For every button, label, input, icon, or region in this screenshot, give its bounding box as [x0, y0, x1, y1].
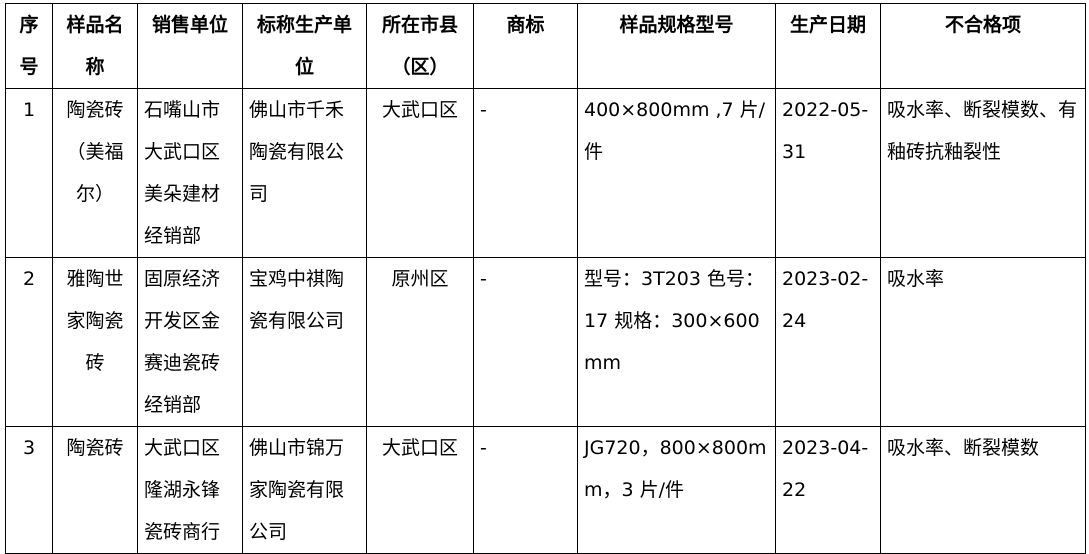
nonconforming-products-table: 序号 样品名称 销售单位 标称生产单位 所在市县（区） 商标 样品规格型号 生产… [5, 3, 1086, 554]
header-sample-name: 样品名称 [52, 3, 138, 89]
header-manufacturer: 标称生产单位 [242, 3, 367, 89]
cell-county: 原州区 [366, 257, 474, 427]
cell-seller: 石嘴山市大武口区美朵建材经销部 [137, 88, 243, 258]
table-row: 3 陶瓷砖 大武口区隆湖永锋瓷砖商行 佛山市锦万家陶瓷有限公司 大武口区 - J… [5, 426, 1086, 554]
cell-manufacturer: 佛山市锦万家陶瓷有限公司 [242, 426, 367, 554]
header-trademark: 商标 [473, 3, 578, 89]
cell-manufacturer: 宝鸡中祺陶瓷有限公司 [242, 257, 367, 427]
cell-trademark: - [473, 88, 578, 258]
cell-failed-items: 吸水率、断裂模数、有釉砖抗釉裂性 [880, 88, 1086, 258]
cell-county: 大武口区 [366, 88, 474, 258]
cell-failed-items: 吸水率、断裂模数 [880, 426, 1086, 554]
header-date: 生产日期 [775, 3, 881, 89]
table-row: 2 雅陶世家陶瓷砖 固原经济开发区金赛迪瓷砖经销部 宝鸡中祺陶瓷有限公司 原州区… [5, 257, 1086, 427]
header-county: 所在市县（区） [366, 3, 474, 89]
table-row: 1 陶瓷砖（美福尔） 石嘴山市大武口区美朵建材经销部 佛山市千禾陶瓷有限公司 大… [5, 88, 1086, 258]
cell-date: 2022-05-31 [775, 88, 881, 258]
cell-date: 2023-02-24 [775, 257, 881, 427]
cell-seller: 大武口区隆湖永锋瓷砖商行 [137, 426, 243, 554]
cell-spec: JG720，800×800mm，3 片/件 [577, 426, 776, 554]
header-failed-items: 不合格项 [880, 3, 1086, 89]
cell-sample-name: 陶瓷砖 [52, 426, 138, 554]
cell-sample-name: 雅陶世家陶瓷砖 [52, 257, 138, 427]
cell-failed-items: 吸水率 [880, 257, 1086, 427]
cell-sample-name: 陶瓷砖（美福尔） [52, 88, 138, 258]
cell-date: 2023-04-22 [775, 426, 881, 554]
cell-county: 大武口区 [366, 426, 474, 554]
cell-seq: 1 [5, 88, 53, 258]
cell-trademark: - [473, 257, 578, 427]
header-seller: 销售单位 [137, 3, 243, 89]
header-spec: 样品规格型号 [577, 3, 776, 89]
cell-spec: 型号：3T203 色号：17 规格：300×600mm [577, 257, 776, 427]
cell-trademark: - [473, 426, 578, 554]
cell-spec: 400×800mm ,7 片/件 [577, 88, 776, 258]
cell-seq: 3 [5, 426, 53, 554]
header-seq: 序号 [5, 3, 53, 89]
cell-seller: 固原经济开发区金赛迪瓷砖经销部 [137, 257, 243, 427]
cell-seq: 2 [5, 257, 53, 427]
cell-manufacturer: 佛山市千禾陶瓷有限公司 [242, 88, 367, 258]
header-row: 序号 样品名称 销售单位 标称生产单位 所在市县（区） 商标 样品规格型号 生产… [5, 3, 1086, 89]
